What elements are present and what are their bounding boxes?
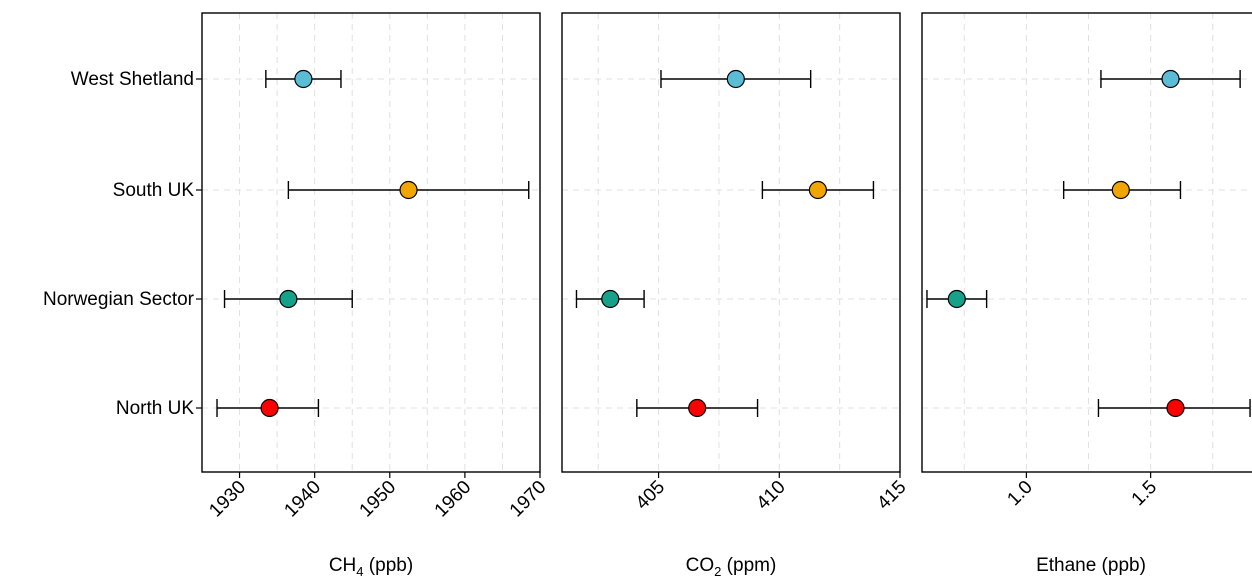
y-tick-label: North UK (116, 398, 194, 419)
panel-border (201, 12, 541, 473)
x-tick-label: 1970 (506, 477, 551, 522)
y-tick-label: Norwegian Sector (43, 289, 195, 310)
data-point (399, 180, 418, 200)
panel-border (561, 12, 901, 473)
x-tick-label: 405 (632, 477, 669, 514)
x-tick-label: 1950 (356, 477, 401, 522)
panel: 1930 1940 1950 1960 1970 CH4 (ppb) (201, 12, 551, 579)
data-point (601, 289, 620, 309)
panel-plot-area (922, 13, 1252, 472)
y-tick-label: West Shetland (71, 69, 194, 90)
panel-plot-area (562, 13, 900, 472)
data-point (1166, 398, 1185, 418)
x-tick-label: 415 (873, 477, 910, 514)
data-point (688, 398, 707, 418)
x-tick-label: 1940 (280, 477, 325, 522)
panel: 1.0 1.5 Ethane (ppb) (921, 12, 1252, 576)
panel-plot-area (202, 13, 540, 472)
data-point (1161, 69, 1180, 89)
panel-border (921, 12, 1252, 473)
y-axis-labels: West Shetland South UK Norwegian Sector Nor… (43, 69, 202, 419)
panel: 405 410 415 CO2 (ppm) (561, 12, 911, 579)
data-point (808, 180, 828, 200)
data-point (1111, 180, 1130, 200)
x-tick-label: 1960 (431, 477, 476, 522)
data-point (947, 289, 966, 309)
x-tick-label: 410 (753, 477, 790, 514)
data-point (279, 289, 298, 309)
chart-panels: 1930 1940 1950 1960 1970 CH4 (ppb) 405 410 415 CO… (201, 12, 1252, 579)
y-tick-label: South UK (113, 180, 195, 201)
x-tick-label: 1.5 (1128, 477, 1162, 511)
data-point (294, 69, 313, 89)
x-axis-title: Ethane (ppb) (1036, 555, 1146, 576)
x-axis-title: CH4 (ppb) (329, 555, 413, 579)
x-axis-title: CO2 (ppm) (686, 555, 777, 579)
data-point (260, 398, 279, 418)
x-tick-label: 1.0 (1003, 477, 1037, 511)
x-tick-label: 1930 (205, 477, 250, 522)
data-point (726, 69, 745, 89)
